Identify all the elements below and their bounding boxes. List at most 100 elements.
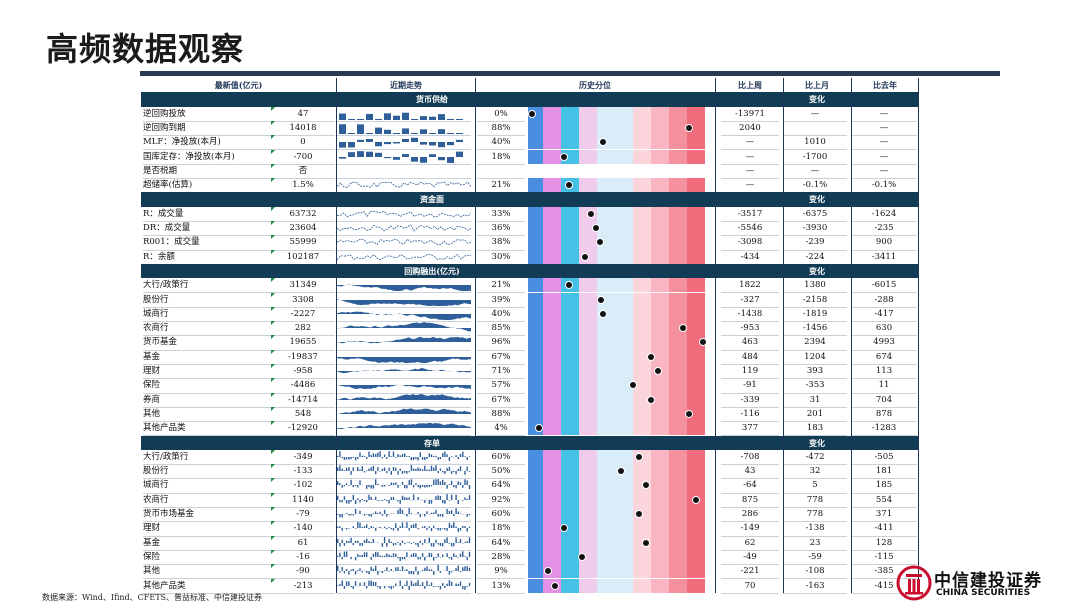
percentile-segment bbox=[651, 235, 669, 250]
cell-flag-icon bbox=[271, 464, 275, 469]
table-row: DR：成交量 23604 36% -5546 -3930 -235 bbox=[141, 221, 919, 237]
percentile-segment bbox=[687, 349, 705, 364]
cell-flag-icon bbox=[271, 278, 275, 283]
row-vs-week: — bbox=[721, 135, 779, 151]
row-vs-month: -1700 bbox=[783, 150, 847, 165]
percentile-segment bbox=[669, 306, 687, 322]
row-vs-month: 2394 bbox=[783, 335, 847, 351]
header-percentile: 历史分位 bbox=[475, 78, 715, 94]
percentile-segment bbox=[687, 149, 705, 164]
percentile-segment bbox=[633, 335, 651, 350]
percentile-segment bbox=[597, 492, 633, 507]
trend-sparkline bbox=[337, 407, 471, 423]
trend-sparkline bbox=[337, 164, 471, 180]
row-name: 保险 bbox=[143, 378, 271, 394]
row-percentile: 71% bbox=[477, 364, 525, 380]
percentile-segment bbox=[579, 335, 597, 350]
row-vs-month: 1010 bbox=[783, 135, 847, 151]
trend-sparkline bbox=[337, 293, 471, 308]
percentile-segment bbox=[561, 349, 579, 364]
row-vs-week: 463 bbox=[721, 335, 779, 351]
percentile-segment bbox=[561, 135, 579, 150]
percentile-segment bbox=[633, 549, 651, 565]
trend-sparkline bbox=[337, 364, 471, 380]
section-band: 存单 变化 bbox=[141, 435, 919, 450]
percentile-segment bbox=[579, 507, 597, 522]
table-row: 股份行 3308 39% -327 -2158 -288 bbox=[141, 292, 919, 308]
table-row: 基金 -19837 67% 484 1204 674 bbox=[141, 349, 919, 365]
percentile-segment bbox=[669, 235, 687, 250]
row-percentile: 21% bbox=[477, 178, 525, 194]
header-latest: 最新值(亿元) bbox=[141, 78, 336, 94]
percentile-segment bbox=[597, 120, 633, 136]
table-row: 城商行 -102 64% -64 5 185 bbox=[141, 478, 919, 494]
row-value: -4486 bbox=[271, 378, 335, 394]
table-row: 理财 -140 18% -149 -138 -411 bbox=[141, 521, 919, 537]
row-vs-week: 1822 bbox=[721, 278, 779, 294]
table-row: 国库定存：净投放(本月) -700 18% — -1700 — bbox=[141, 149, 919, 165]
percentile-marker-icon bbox=[647, 352, 656, 361]
percentile-segment bbox=[651, 521, 669, 536]
percentile-segment bbox=[669, 206, 687, 221]
row-percentile: 96% bbox=[477, 335, 525, 351]
row-vs-year: — bbox=[851, 150, 917, 165]
percentile-segment bbox=[561, 249, 579, 264]
table-row: 超储率(估算) 1.5% 21% — -0.1% -0.1% bbox=[141, 178, 919, 194]
percentile-segment bbox=[651, 292, 669, 307]
header-vs-year: 比去年 bbox=[851, 78, 919, 94]
percentile-segment bbox=[579, 521, 597, 536]
percentile-segment bbox=[543, 278, 561, 293]
percentile-segment bbox=[528, 521, 543, 536]
percentile-segment bbox=[597, 549, 633, 565]
percentile-segment bbox=[528, 292, 543, 307]
row-vs-year: — bbox=[851, 135, 917, 151]
row-vs-month: 778 bbox=[783, 507, 847, 523]
percentile-segment bbox=[669, 507, 687, 522]
row-value: -102 bbox=[271, 478, 335, 494]
row-vs-month: -108 bbox=[783, 564, 847, 580]
row-name: 逆回购投放 bbox=[143, 107, 271, 122]
percentile-segment bbox=[528, 535, 543, 550]
table-row: 理财 -958 71% 119 393 113 bbox=[141, 364, 919, 380]
percentile-marker-icon bbox=[629, 381, 638, 390]
percentile-segment bbox=[543, 235, 561, 250]
cell-flag-icon bbox=[271, 335, 275, 340]
percentile-segment bbox=[597, 478, 633, 493]
percentile-segment bbox=[669, 564, 687, 579]
percentile-segment bbox=[651, 507, 669, 522]
percentile-segment bbox=[597, 364, 633, 379]
row-vs-month bbox=[783, 121, 847, 137]
percentile-segment bbox=[669, 492, 687, 507]
percentile-marker-icon bbox=[551, 581, 560, 590]
row-vs-year: 4993 bbox=[851, 335, 917, 351]
row-name: 货币市场基金 bbox=[143, 507, 271, 523]
row-value: 102187 bbox=[271, 249, 335, 265]
percentile-marker-icon bbox=[641, 538, 650, 547]
row-value: -16 bbox=[271, 549, 335, 566]
table-row: MLF：净投放(本月) 0 40% —1010— bbox=[141, 135, 919, 151]
row-vs-month: -1456 bbox=[783, 321, 847, 337]
row-value: 14018 bbox=[271, 120, 335, 137]
row-name: R：余额 bbox=[143, 250, 271, 265]
percentile-segment bbox=[633, 464, 651, 479]
percentile-segment bbox=[579, 564, 597, 579]
cell-flag-icon bbox=[271, 149, 275, 154]
percentile-segment bbox=[687, 449, 705, 465]
percentile-segment bbox=[669, 178, 687, 193]
percentile-segment bbox=[669, 120, 687, 136]
row-value: 63732 bbox=[271, 206, 335, 222]
cell-flag-icon bbox=[271, 206, 275, 211]
row-vs-month: -6375 bbox=[783, 207, 847, 222]
row-vs-week: 119 bbox=[721, 364, 779, 380]
percentile-segment bbox=[669, 535, 687, 550]
table-row: 其他 -90 9% -221 -108 -385 bbox=[141, 564, 919, 580]
percentile-segment bbox=[543, 221, 561, 236]
row-name: 其他产品类 bbox=[143, 579, 271, 594]
trend-sparkline bbox=[337, 250, 471, 265]
percentile-segment bbox=[579, 578, 597, 593]
column-divider bbox=[918, 78, 919, 593]
row-percentile: 85% bbox=[477, 321, 525, 337]
percentile-marker-icon bbox=[544, 567, 553, 576]
percentile-segment bbox=[633, 135, 651, 150]
percentile-segment bbox=[561, 120, 579, 136]
